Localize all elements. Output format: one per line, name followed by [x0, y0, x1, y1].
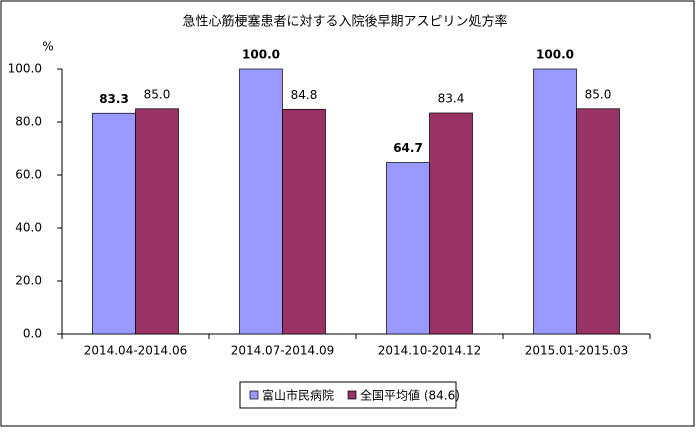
bar [239, 68, 283, 335]
x-tick-label: 2014.10-2014.12 [378, 344, 482, 358]
bar [576, 108, 620, 335]
y-tick-label: 0.0 [23, 327, 42, 341]
data-label: 100.0 [242, 48, 280, 62]
bar [429, 112, 473, 335]
x-tick-label: 2014.04-2014.06 [84, 344, 188, 358]
data-label: 64.7 [393, 141, 423, 155]
data-label: 85.0 [144, 87, 171, 101]
x-tick-label: 2014.07-2014.09 [231, 344, 335, 358]
legend-label: 富山市民病院 [262, 388, 334, 403]
x-tick-label: 2015.01-2015.03 [525, 344, 629, 358]
legend-label: 全国平均値 (84.6) [360, 388, 460, 403]
bar [533, 68, 577, 335]
legend-swatch [347, 390, 357, 400]
bar [92, 112, 136, 335]
y-tick-label: 60.0 [15, 168, 42, 182]
data-label: 85.0 [585, 87, 612, 101]
y-tick-label: 100.0 [8, 62, 42, 76]
y-tick-label: 80.0 [15, 115, 42, 129]
chart-title: 急性心筋梗塞患者に対する入院後早期アスピリン処方率 [182, 14, 507, 30]
data-label: 84.8 [291, 88, 318, 102]
legend-swatch [249, 390, 259, 400]
bar [386, 162, 430, 335]
y-tick-label: 20.0 [15, 274, 42, 288]
data-label: 83.4 [438, 91, 465, 105]
y-unit: % [42, 40, 53, 54]
data-label: 83.3 [99, 92, 129, 106]
bar [282, 108, 326, 335]
data-label: 100.0 [536, 48, 574, 62]
y-tick-label: 40.0 [15, 221, 42, 235]
bar [135, 108, 179, 335]
